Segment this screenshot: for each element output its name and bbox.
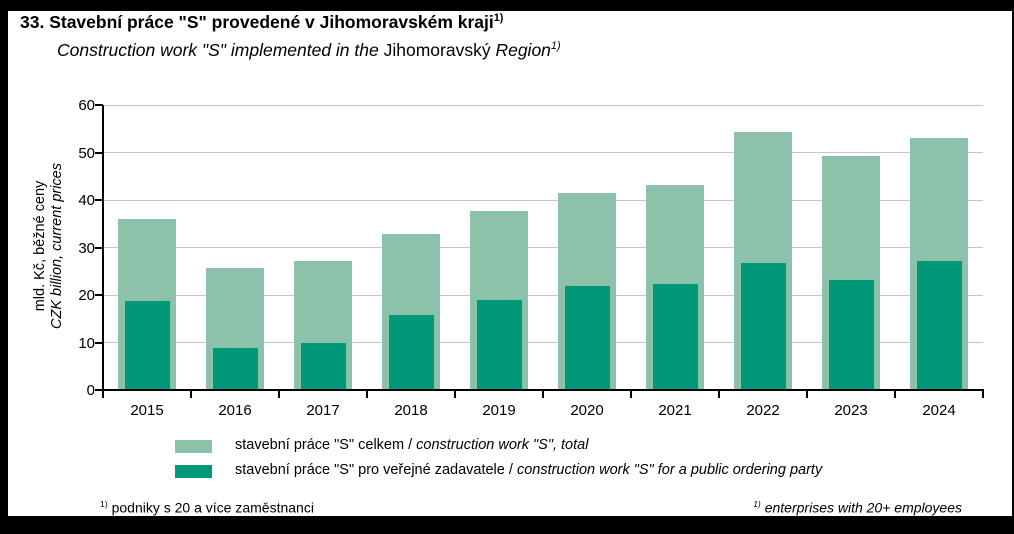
x-tick-label-2021: 2021 xyxy=(658,402,692,419)
footnote-english: 1) enterprises with 20+ employees xyxy=(753,499,962,516)
y-tick-label-10: 10 xyxy=(78,334,95,352)
footnote-czech-text: podniky s 20 a více zaměstnanci xyxy=(111,499,314,516)
bar-public-2018 xyxy=(388,314,434,390)
legend-label-total: stavební práce "S" celkem / construction… xyxy=(235,437,588,454)
y-tick-label-60: 60 xyxy=(78,97,95,114)
footnote-english-text: enterprises with 20+ employees xyxy=(764,499,962,516)
legend-total-slash: / xyxy=(408,437,417,453)
chart-title-english-proper-noun: Jihomoravský xyxy=(383,40,496,60)
x-tick-label-2015: 2015 xyxy=(130,402,164,419)
footnote-english-ref: 1) xyxy=(753,499,761,509)
y-tick-50 xyxy=(95,151,103,154)
frame-top xyxy=(0,0,1014,11)
x-tick-label-2024: 2024 xyxy=(922,402,956,419)
legend-public-english: construction work "S" for a public order… xyxy=(516,462,823,478)
y-tick-label-30: 30 xyxy=(78,239,95,257)
legend-total-czech: stavební práce "S" celkem xyxy=(235,437,409,453)
x-tick-6 xyxy=(630,391,632,398)
frame-left xyxy=(0,0,8,534)
x-tick-label-2017: 2017 xyxy=(306,402,340,419)
y-tick-10 xyxy=(95,341,103,344)
x-tick-4 xyxy=(454,391,456,398)
frame-right xyxy=(1012,0,1014,534)
chart-title-english-part2: Region xyxy=(495,40,551,60)
x-tick-label-2020: 2020 xyxy=(570,402,604,419)
x-axis-line xyxy=(102,389,984,391)
bar-public-2024 xyxy=(916,261,962,390)
y-tick-label-20: 20 xyxy=(78,287,95,304)
x-tick-0 xyxy=(102,391,104,398)
bar-public-2017 xyxy=(300,343,346,390)
y-tick-40 xyxy=(95,199,103,201)
x-tick-3 xyxy=(366,391,368,398)
gridline-30 xyxy=(103,247,983,248)
gridline-50 xyxy=(103,152,983,153)
x-tick-label-2022: 2022 xyxy=(746,402,780,419)
subtitle-footnote-ref: 1) xyxy=(550,40,561,53)
bar-public-2016 xyxy=(212,347,258,390)
gridline-20 xyxy=(103,294,983,296)
legend-total-english: construction work "S", total xyxy=(416,437,589,453)
bar-public-2021 xyxy=(652,283,698,390)
footnote-czech-ref: 1) xyxy=(100,499,108,509)
x-tick-7 xyxy=(718,391,720,398)
bar-public-2023 xyxy=(828,279,874,390)
bar-public-2020 xyxy=(564,286,610,390)
x-tick-9 xyxy=(894,391,896,398)
x-tick-1 xyxy=(190,391,192,398)
y-tick-30 xyxy=(95,246,103,249)
frame-bottom xyxy=(0,516,1014,534)
title-footnote-ref: 1) xyxy=(493,12,504,25)
y-tick-0 xyxy=(95,389,103,391)
gridline-10 xyxy=(103,342,983,343)
bar-public-2022 xyxy=(740,263,786,390)
x-tick-5 xyxy=(542,391,544,398)
legend-swatch-total xyxy=(175,440,212,453)
chart-title-english: Construction work "S" implemented in the… xyxy=(57,40,561,61)
bar-public-2019 xyxy=(476,299,522,390)
x-tick-label-2016: 2016 xyxy=(218,402,252,419)
chart-title-czech-text: 33. Stavební práce "S" provedené v Jihom… xyxy=(20,12,494,32)
x-tick-label-2018: 2018 xyxy=(394,402,428,419)
bar-public-2015 xyxy=(124,301,170,390)
chart-title-czech: 33. Stavební práce "S" provedené v Jihom… xyxy=(20,12,503,33)
x-tick-label-2019: 2019 xyxy=(482,402,516,419)
gridline-40 xyxy=(103,199,983,201)
legend-public-slash: / xyxy=(508,462,517,478)
y-tick-label-0: 0 xyxy=(86,382,95,399)
footnote-czech: 1) podniky s 20 a více zaměstnanci xyxy=(100,499,314,516)
y-axis-line xyxy=(102,105,104,392)
y-axis-label-czech: mld. Kč, běžné ceny xyxy=(32,180,48,312)
y-tick-60 xyxy=(95,104,103,106)
chart-title-english-part1: Construction work "S" implemented in the xyxy=(57,40,384,60)
y-tick-label-50: 50 xyxy=(78,144,95,162)
x-tick-label-2023: 2023 xyxy=(834,402,868,419)
y-tick-20 xyxy=(95,294,103,296)
y-tick-label-40: 40 xyxy=(78,192,95,209)
legend-public-czech: stavební práce "S" pro veřejné zadavatel… xyxy=(235,462,509,478)
legend-label-public: stavební práce "S" pro veřejné zadavatel… xyxy=(235,462,822,479)
x-tick-10 xyxy=(982,391,984,398)
legend-swatch-public xyxy=(175,465,212,478)
x-tick-2 xyxy=(278,391,280,398)
x-tick-8 xyxy=(806,391,808,398)
gridline-60 xyxy=(103,104,983,106)
